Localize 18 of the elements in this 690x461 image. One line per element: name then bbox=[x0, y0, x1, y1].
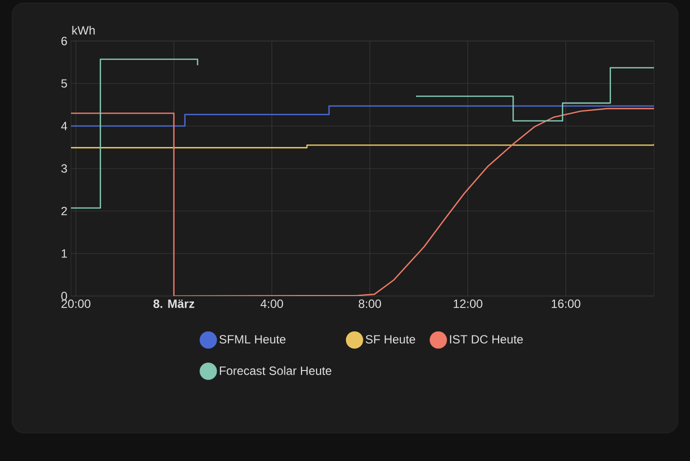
legend-label: Forecast Solar Heute bbox=[220, 366, 332, 375]
legend-label: SF Heute bbox=[366, 335, 416, 344]
y-tick-label: 1 bbox=[62, 249, 67, 258]
y-axis-title: kWh bbox=[72, 26, 95, 34]
y-tick-label: 4 bbox=[61, 122, 68, 130]
y-tick-label: 6 bbox=[61, 36, 67, 46]
y-tick-label: 5 bbox=[61, 79, 67, 88]
legend-label: IST DC Heute bbox=[450, 335, 523, 344]
x-tick-label: 8:00 bbox=[358, 300, 382, 308]
x-tick-label: 20:00 bbox=[62, 300, 90, 308]
x-tick-label: 16:00 bbox=[552, 300, 580, 308]
legend-label: SFML Heute bbox=[219, 335, 286, 344]
x-tick-label: 12:00 bbox=[454, 300, 482, 308]
x-tick-label: 8. März bbox=[153, 300, 194, 308]
x-tick-label: 4:00 bbox=[260, 300, 284, 308]
y-tick-label: 2 bbox=[61, 206, 67, 216]
y-tick-label: 0 bbox=[61, 292, 68, 300]
y-tick-label: 3 bbox=[61, 164, 67, 173]
